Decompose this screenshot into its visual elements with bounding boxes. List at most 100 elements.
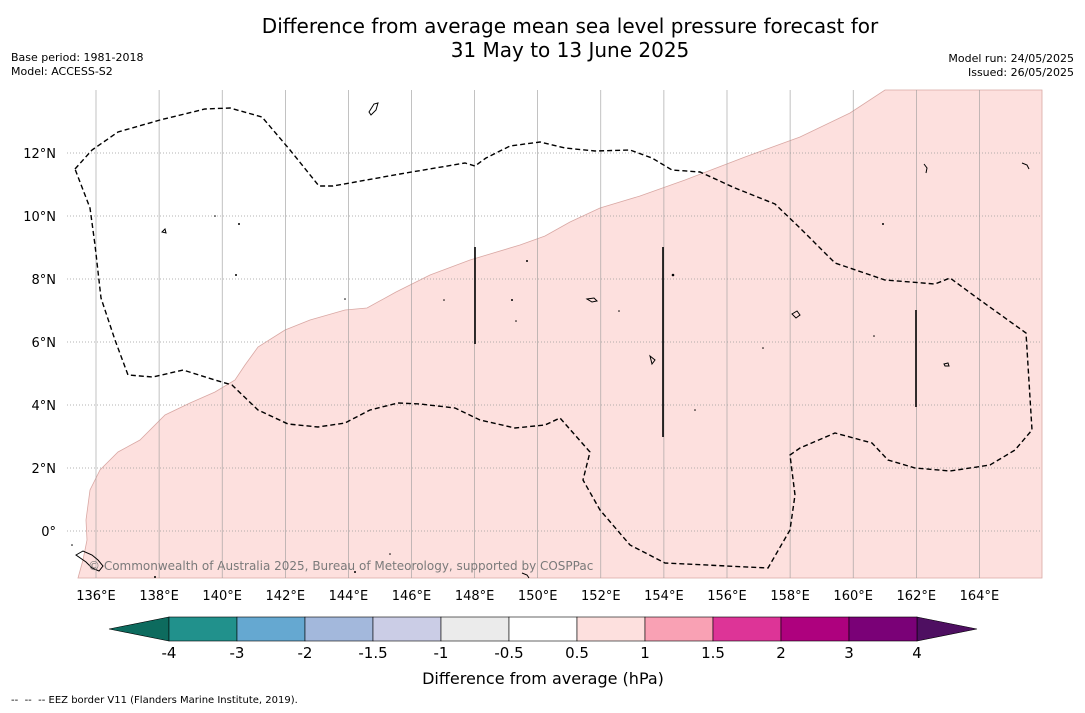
lon-tick-label: 154°E: [644, 589, 684, 604]
colorbar-box: [440, 616, 510, 642]
lon-tick-label: 164°E: [960, 589, 1000, 604]
colorbar-tick-label: -0.5: [494, 644, 523, 662]
colorbar: -4 -3 -2 -1.5 -1 -0.5 0.5 1 1.5 2 3 4 Difference fr…: [108, 616, 978, 688]
island-dot: [154, 576, 156, 578]
island-dot: [618, 310, 620, 312]
lon-tick-label: 144°E: [329, 589, 369, 604]
colorbar-tick-label: 2: [776, 644, 786, 662]
lat-tick-label: 6°N: [32, 336, 57, 351]
island-dot: [238, 223, 240, 225]
meta-right: Model run: 24/05/2025 Issued: 26/05/2025: [948, 52, 1074, 80]
lon-tick-label: 136°E: [76, 589, 116, 604]
colorbar-tick-label: 1: [640, 644, 650, 662]
lat-tick-label: 4°N: [32, 399, 57, 414]
latitude-labels: 12°N 10°N 8°N 6°N 4°N 2°N 0°: [23, 147, 56, 540]
colorbar-over-arrow: [916, 616, 978, 642]
colorbar-box: [304, 616, 374, 642]
island-small-1: [161, 228, 167, 234]
eez-border-palau-north: [74, 107, 1033, 569]
island-dot: [354, 571, 356, 573]
colorbar-box: [508, 616, 578, 642]
island-dot: [71, 544, 73, 546]
island-guam: [368, 102, 379, 116]
colorbar-box: [644, 616, 714, 642]
lon-tick-label: 156°E: [707, 589, 747, 604]
colorbar-tick-label: 1.5: [701, 644, 725, 662]
latitude-gridlines: [67, 152, 1042, 532]
model-label: Model: ACCESS-S2: [11, 65, 113, 78]
island-dot: [873, 335, 875, 337]
colorbar-under-arrow: [108, 616, 170, 642]
lon-tick-label: 142°E: [266, 589, 306, 604]
island-dots: [71, 215, 884, 578]
island-dot: [443, 299, 445, 301]
longitude-labels: 136°E 138°E 140°E 142°E 144°E 146°E 148°E 150°E…: [76, 589, 999, 604]
colorbar-box: [372, 616, 442, 642]
island-small-4: [923, 163, 928, 174]
lon-tick-label: 138°E: [139, 589, 179, 604]
lon-tick-label: 160°E: [833, 589, 873, 604]
vertical-markers: [474, 247, 917, 437]
lat-tick-label: 0°: [41, 525, 56, 540]
island-dot: [694, 409, 696, 411]
colorbar-title: Difference from average (hPa): [422, 669, 664, 688]
island-dot: [214, 215, 216, 217]
lat-tick-label: 10°N: [23, 210, 56, 225]
islands: [75, 102, 1030, 579]
colorbar-box: [576, 616, 646, 642]
colorbar-tick-label: 3: [844, 644, 854, 662]
island-small-2: [649, 354, 656, 366]
island-kosrae: [943, 362, 950, 367]
lat-tick-label: 8°N: [32, 273, 57, 288]
base-period-label: Base period: 1981-2018: [11, 51, 144, 64]
colorbar-tick-label: -2: [298, 644, 313, 662]
island-chuuk: [585, 297, 599, 303]
colorbar-tick-label: 4: [912, 644, 922, 662]
lon-tick-label: 162°E: [897, 589, 937, 604]
island-dot: [235, 274, 237, 276]
colorbar-tick-label: 0.5: [565, 644, 589, 662]
colorbar-boxes: [168, 616, 918, 642]
island-png-coast: [75, 550, 104, 572]
island-dot: [882, 223, 884, 225]
colorbar-tick-label: -1.5: [358, 644, 387, 662]
chart-title: Difference from average mean sea level p…: [0, 14, 1085, 62]
island-dot: [526, 260, 528, 262]
eez-borders: [74, 107, 1033, 569]
title-line-2: 31 May to 13 June 2025: [450, 38, 690, 62]
lat-tick-label: 12°N: [23, 147, 56, 162]
colorbar-tick-label: -3: [230, 644, 245, 662]
colorbar-box: [236, 616, 306, 642]
island-dot: [671, 273, 675, 277]
colorbar-box: [780, 616, 850, 642]
colorbar-tick-labels: -4 -3 -2 -1.5 -1 -0.5 0.5 1 1.5 2 3 4: [162, 644, 922, 662]
lat-tick-label: 2°N: [32, 462, 57, 477]
lon-tick-label: 152°E: [581, 589, 621, 604]
colorbar-tick-label: -1: [434, 644, 449, 662]
colorbar-box: [712, 616, 782, 642]
anomaly-fill-region: [77, 89, 1043, 579]
model-run-label: Model run: 24/05/2025: [948, 52, 1074, 65]
lon-tick-label: 150°E: [518, 589, 558, 604]
map-panel: © Commonwealth of Australia 2025, Bureau…: [67, 89, 1043, 579]
island-dot: [762, 347, 764, 349]
meta-left: Base period: 1981-2018 Model: ACCESS-S2: [11, 51, 143, 79]
island-small-3: [1021, 162, 1030, 170]
issued-label: Issued: 26/05/2025: [967, 66, 1074, 79]
island-pohnpei: [791, 310, 801, 319]
eez-footnote: -- -- -- EEZ border V11 (Flanders Marine…: [11, 695, 298, 706]
island-small-5: [521, 572, 530, 579]
lon-tick-label: 140°E: [202, 589, 242, 604]
title-line-1: Difference from average mean sea level p…: [261, 14, 879, 38]
colorbar-box: [168, 616, 238, 642]
lon-tick-label: 148°E: [455, 589, 495, 604]
island-dot: [389, 553, 391, 555]
copyright-text: © Commonwealth of Australia 2025, Bureau…: [88, 559, 593, 573]
lon-tick-label: 158°E: [770, 589, 810, 604]
lon-tick-label: 146°E: [392, 589, 432, 604]
colorbar-box: [848, 616, 918, 642]
island-dot: [511, 299, 513, 301]
island-dot: [344, 298, 346, 300]
island-dot: [515, 320, 517, 322]
